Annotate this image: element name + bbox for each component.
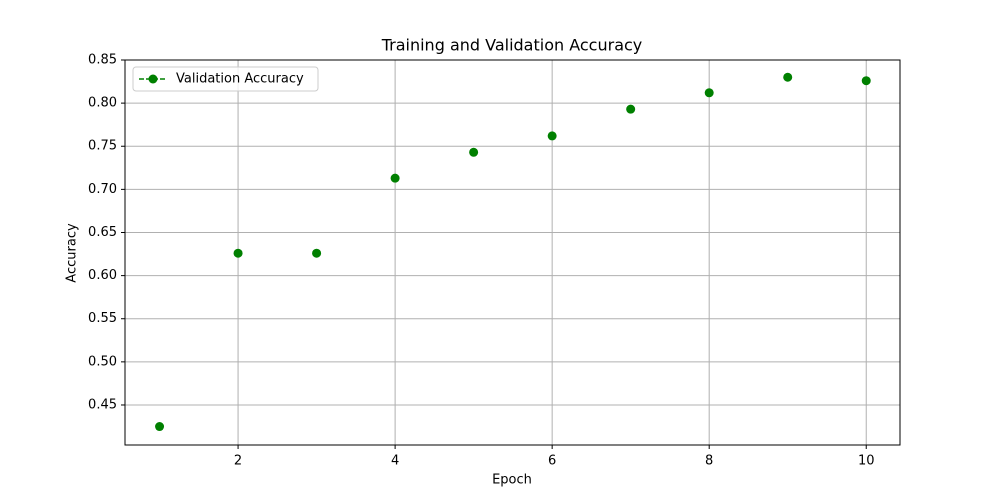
y-tick-label: 0.45: [88, 397, 117, 412]
plot-frame: [124, 59, 901, 446]
point: [469, 147, 479, 157]
x-tick-label: 2: [234, 454, 242, 469]
y-tick-label: 0.70: [88, 182, 117, 197]
y-tick-label: 0.60: [88, 268, 117, 283]
y-tick-label: 0.50: [88, 354, 117, 369]
point: [861, 76, 871, 86]
point: [390, 173, 400, 183]
point: [155, 422, 165, 432]
legend-marker: [148, 74, 158, 84]
point: [312, 248, 322, 258]
x-tick-label: 6: [548, 454, 556, 469]
legend-label: Validation Accuracy: [176, 72, 304, 87]
x-tick-label: 8: [705, 454, 713, 469]
y-tick-label: 0.55: [88, 311, 117, 326]
y-tick-label: 0.80: [88, 96, 117, 111]
point: [547, 131, 557, 141]
point: [233, 248, 243, 258]
x-tick-label: 10: [858, 454, 875, 469]
x-axis-label: Epoch: [492, 473, 532, 488]
y-tick-label: 0.85: [88, 53, 117, 68]
point: [783, 72, 793, 82]
point: [626, 104, 636, 114]
legend-box: [132, 66, 319, 92]
y-tick-label: 0.65: [88, 225, 117, 240]
y-tick-label: 0.75: [88, 139, 117, 154]
y-axis-label: Accuracy: [65, 223, 80, 283]
chart-title: Training and Validation Accuracy: [381, 36, 643, 55]
point: [704, 88, 714, 98]
x-tick-label: 4: [391, 454, 399, 469]
